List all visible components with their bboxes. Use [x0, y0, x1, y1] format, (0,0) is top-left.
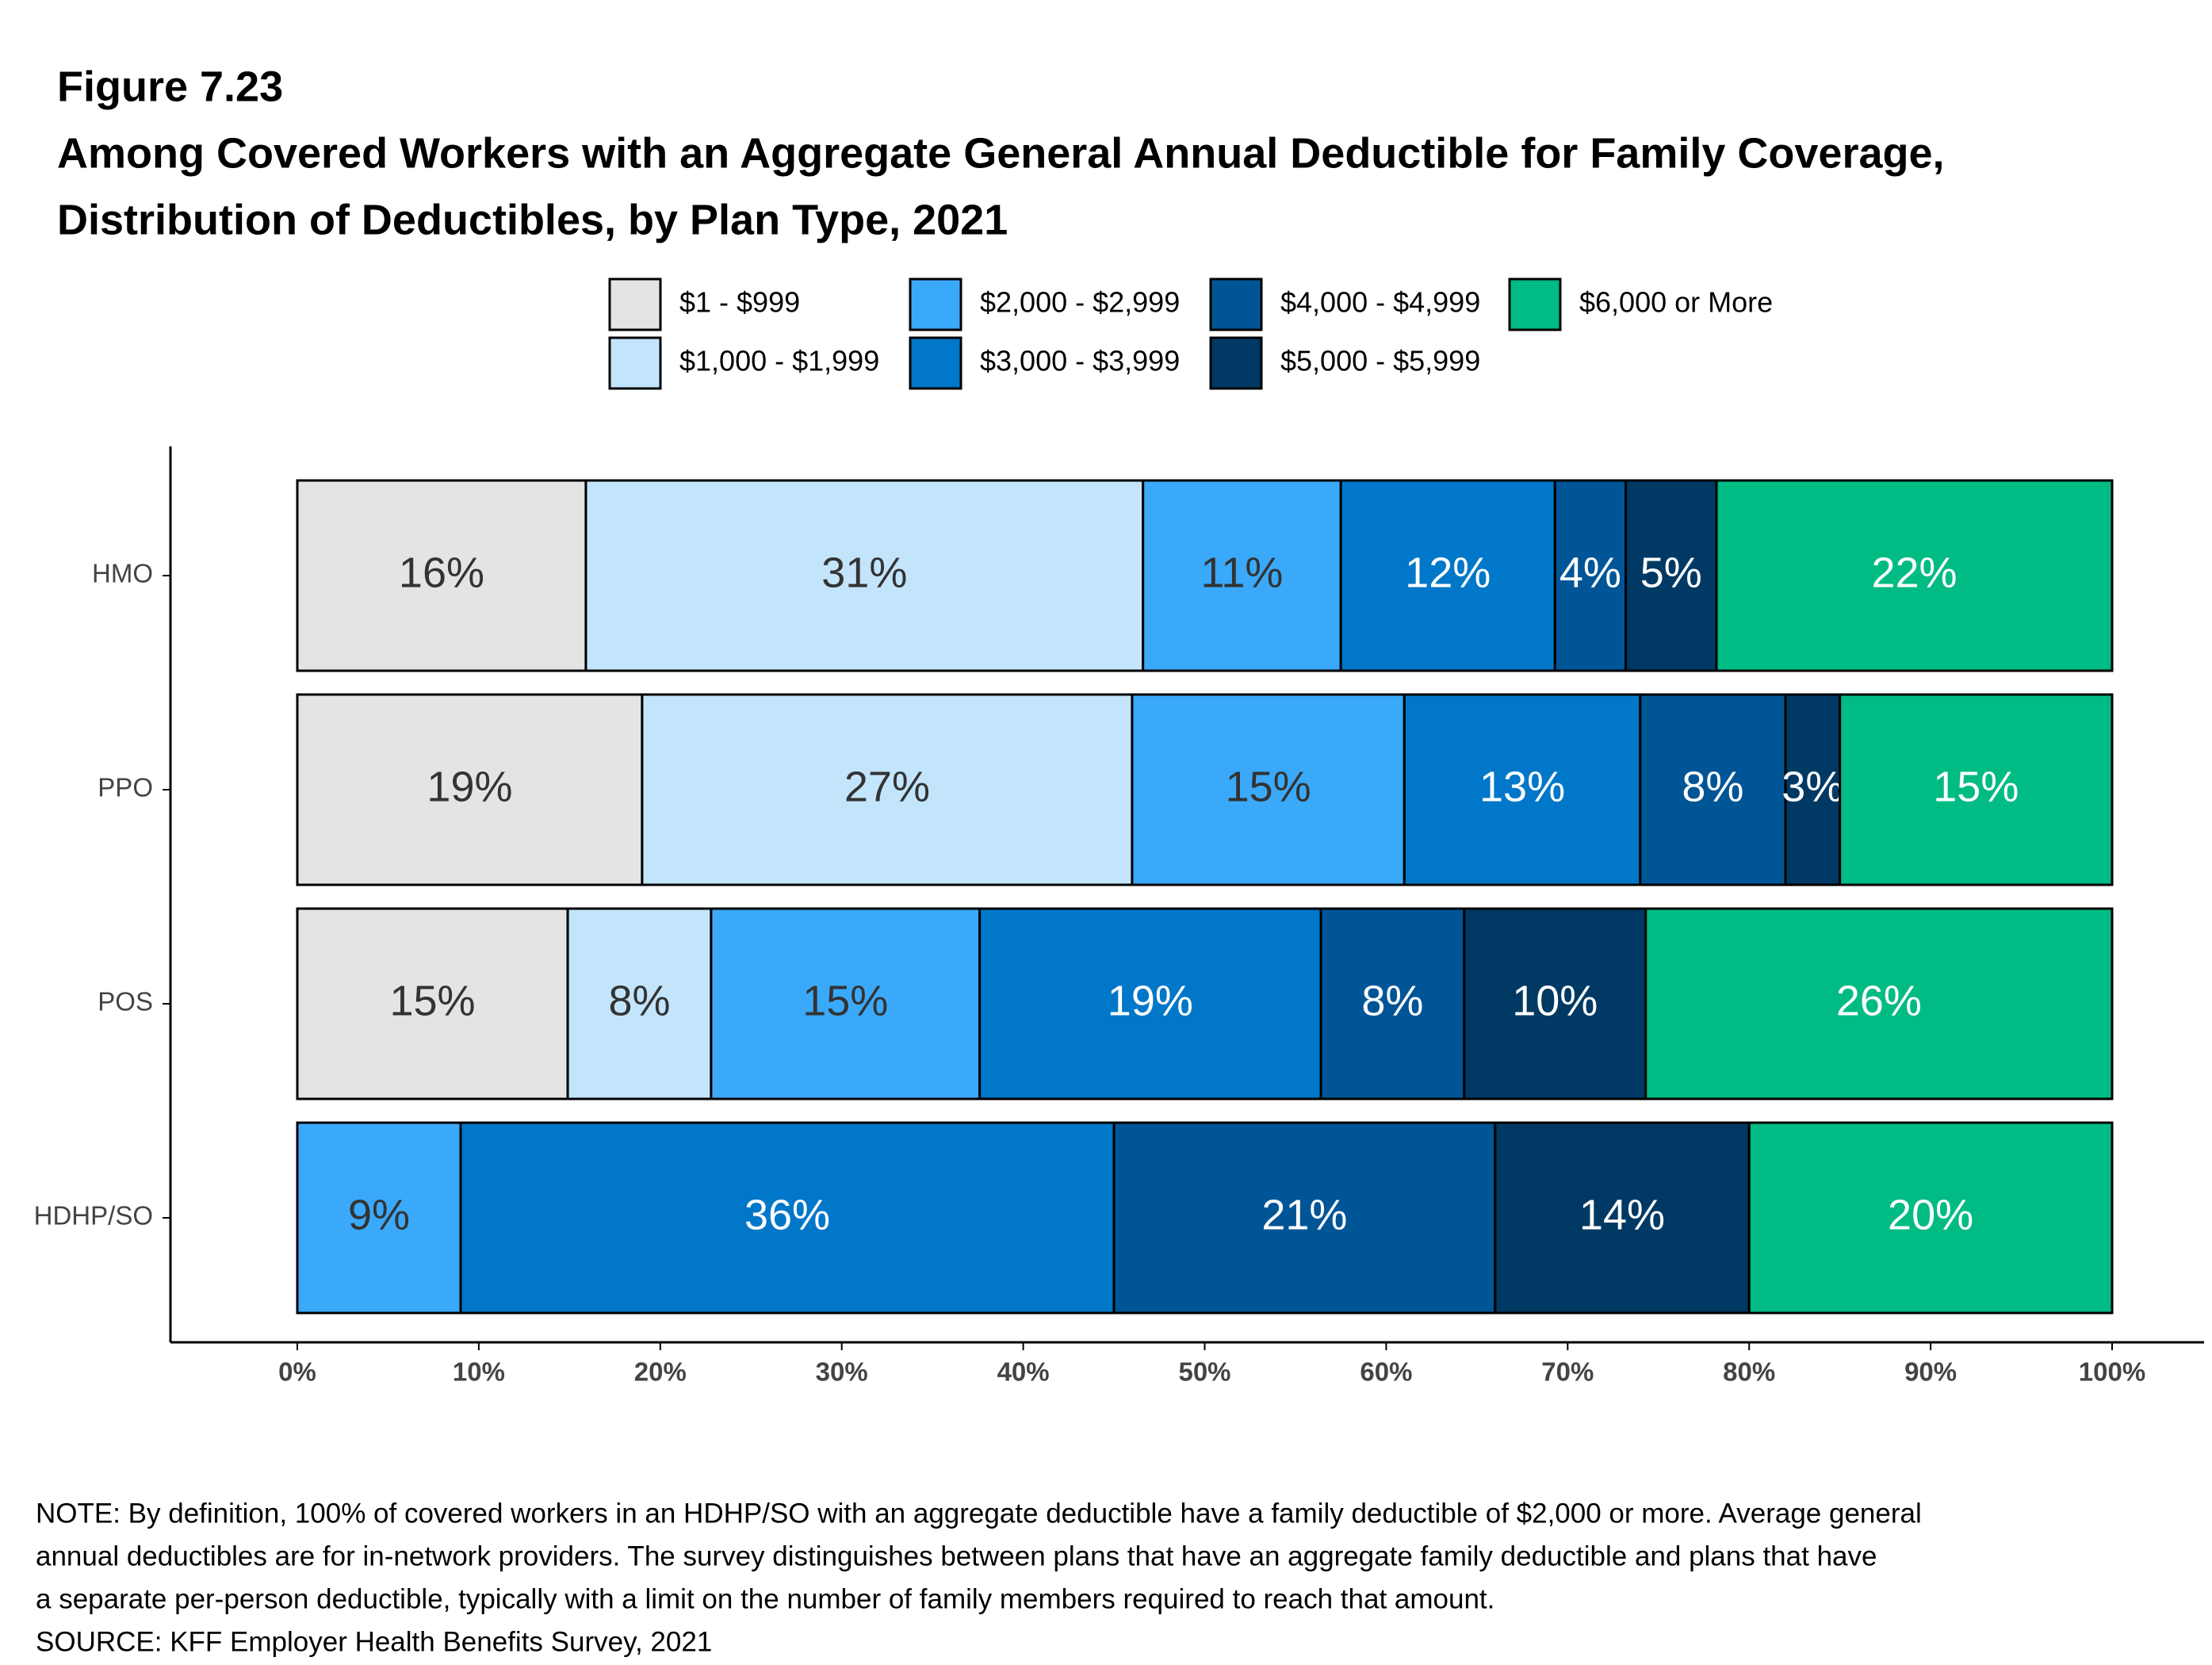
data-label: 19% — [1108, 977, 1193, 1024]
legend-label: $4,000 - $4,999 — [1280, 286, 1480, 319]
y-tick-label: PPO — [98, 773, 153, 802]
legend-swatch — [608, 336, 662, 390]
data-label: 22% — [1871, 549, 1957, 596]
legend-swatch — [1209, 278, 1263, 331]
note: a separate per-person deductible, typica… — [36, 1583, 1494, 1614]
bar-segment — [641, 693, 1134, 886]
data-label: 26% — [1836, 977, 1922, 1024]
bar-segment — [1494, 1121, 1751, 1315]
bar-segment — [1644, 907, 2114, 1100]
legend-label: $2,000 - $2,999 — [980, 286, 1180, 319]
x-tick-label: 30% — [816, 1357, 868, 1387]
note: SOURCE: KFF Employer Health Benefits Sur… — [36, 1626, 712, 1657]
x-tick-label: 50% — [1178, 1357, 1230, 1387]
x-tick-label: 20% — [634, 1357, 687, 1387]
data-label: 4% — [1559, 549, 1621, 596]
data-label: 15% — [389, 977, 475, 1024]
bar-segment — [566, 907, 713, 1100]
bar-segment — [1319, 907, 1466, 1100]
data-label: 11% — [1200, 549, 1283, 596]
x-tick-label: 80% — [1723, 1357, 1775, 1387]
bar-segment — [1747, 1121, 2114, 1315]
bar-segment — [459, 1121, 1116, 1315]
data-label: 8% — [1361, 977, 1423, 1024]
note: annual deductibles are for in-network pr… — [36, 1541, 1877, 1571]
x-tick-label: 90% — [1904, 1357, 1957, 1387]
legend-label: $1,000 - $1,999 — [679, 345, 879, 377]
bar-segment — [296, 1121, 462, 1315]
data-label: 15% — [1933, 763, 2019, 810]
bar-segment — [296, 907, 569, 1100]
bar-segment — [1142, 479, 1342, 672]
legend-label: $5,000 - $5,999 — [1280, 345, 1480, 377]
bar-segment — [1131, 693, 1406, 886]
bar-segment — [710, 907, 982, 1100]
data-label: 8% — [608, 977, 670, 1024]
data-label: 20% — [1888, 1191, 1973, 1238]
x-tick-label: 70% — [1541, 1357, 1594, 1387]
legend-label: $6,000 or More — [1579, 286, 1773, 319]
data-label: 15% — [802, 977, 888, 1024]
data-label: 31% — [821, 549, 907, 596]
bar-segment — [1112, 1121, 1497, 1315]
legend-label: $3,000 - $3,999 — [980, 345, 1180, 377]
data-label: 12% — [1405, 549, 1491, 596]
data-label: 9% — [348, 1191, 410, 1238]
chart-title: Distribution of Deductibles, by Plan Typ… — [57, 196, 1008, 243]
chart-title: Among Covered Workers with an Aggregate … — [57, 129, 1945, 177]
bar-segment — [1784, 693, 1842, 886]
data-label: 27% — [844, 763, 930, 810]
legend-label: $1 - $999 — [679, 286, 800, 319]
legend-swatch — [1508, 278, 1562, 331]
bar-segment — [1639, 693, 1787, 886]
legend-swatch — [1209, 336, 1263, 390]
x-tick-label: 10% — [453, 1357, 505, 1387]
bar-segment — [1403, 693, 1642, 886]
legend-swatch — [909, 278, 962, 331]
data-label: 5% — [1640, 549, 1702, 596]
x-tick-label: 60% — [1360, 1357, 1412, 1387]
bar-segment — [1463, 907, 1648, 1100]
figure-label: Figure 7.23 — [57, 63, 283, 110]
y-tick-label: HDHP/SO — [34, 1201, 153, 1231]
y-tick-label: POS — [98, 987, 153, 1016]
x-tick-label: 0% — [278, 1357, 316, 1387]
data-label: 10% — [1512, 977, 1598, 1024]
legend-swatch — [909, 336, 962, 390]
data-label: 15% — [1226, 763, 1311, 810]
x-tick-label: 40% — [997, 1357, 1050, 1387]
data-label: 19% — [427, 763, 512, 810]
bar-segment — [1715, 479, 2114, 672]
legend-swatch — [608, 278, 662, 331]
bar-segment — [978, 907, 1322, 1100]
data-label: 21% — [1261, 1191, 1347, 1238]
data-label: 16% — [399, 549, 484, 596]
y-tick-label: HMO — [92, 559, 153, 588]
data-label: 36% — [744, 1191, 830, 1238]
data-label: 3% — [1781, 763, 1843, 810]
data-label: 14% — [1579, 1191, 1665, 1238]
bar-segment — [1625, 479, 1718, 672]
bar-segment — [296, 693, 644, 886]
bar-segment — [1839, 693, 2114, 886]
note: NOTE: By definition, 100% of covered wor… — [36, 1498, 1922, 1529]
data-label: 8% — [1682, 763, 1743, 810]
data-label: 13% — [1479, 763, 1565, 810]
x-tick-label: 100% — [2079, 1357, 2145, 1387]
